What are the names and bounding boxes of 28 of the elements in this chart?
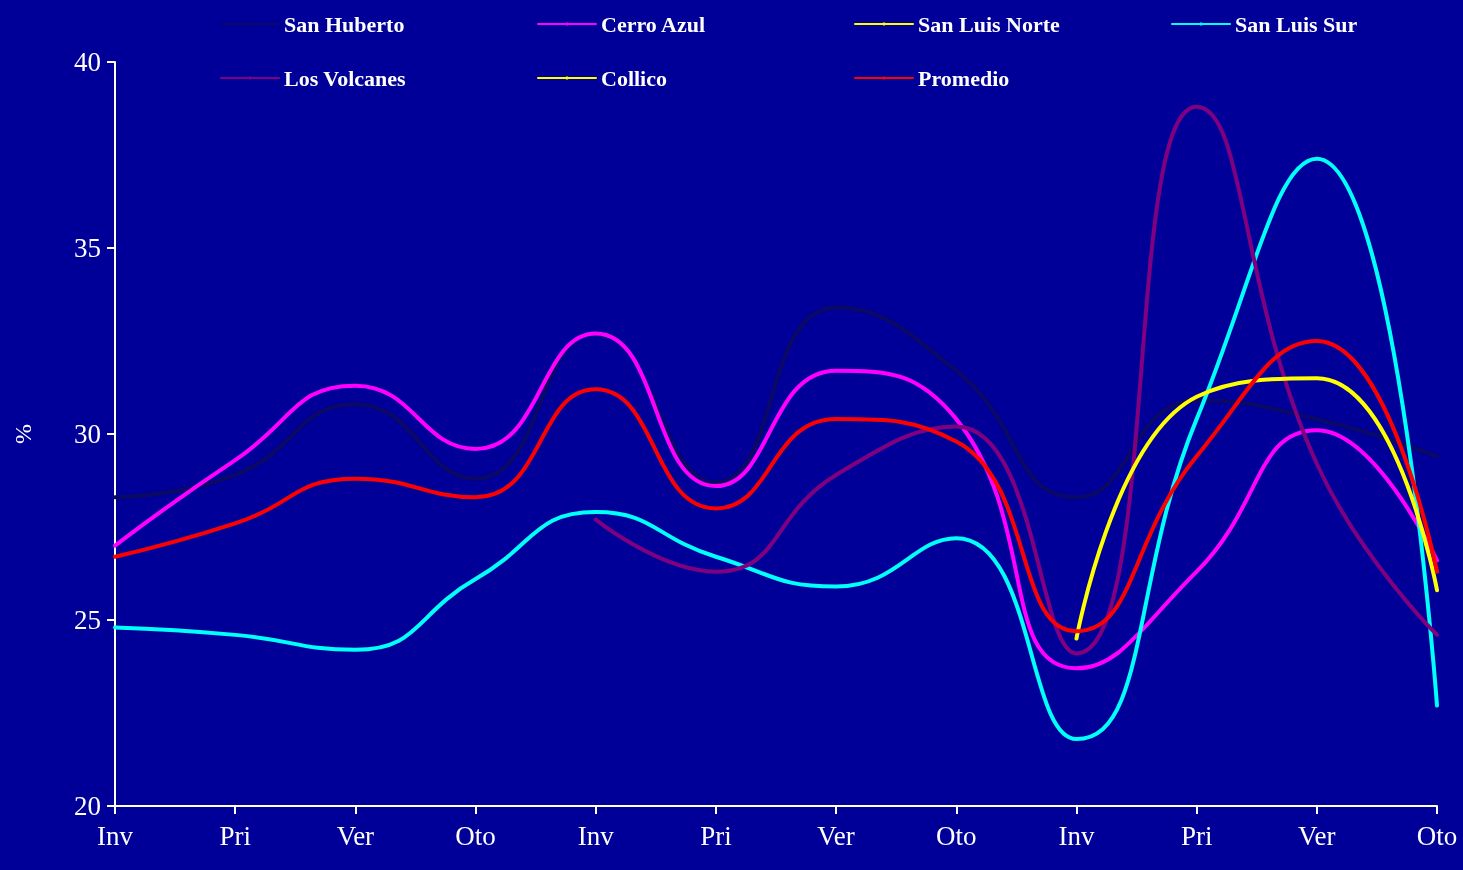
legend-label: San Luis Norte <box>918 11 1061 37</box>
legend-label: Promedio <box>918 65 1010 91</box>
legend-label: Collico <box>601 65 667 91</box>
legend-label: Cerro Azul <box>601 11 706 37</box>
line-series <box>113 156 1439 742</box>
x-tick-label: Ver <box>817 820 855 851</box>
legend-label: San Luis Sur <box>1235 11 1358 37</box>
y-tick-label: 20 <box>74 791 101 821</box>
line-series <box>593 104 1439 656</box>
y-tick-label: 30 <box>74 419 101 449</box>
x-tick-label: Pri <box>1180 820 1213 851</box>
x-tick-label: Pri <box>219 820 251 851</box>
x-tick-label: Pri <box>700 820 732 851</box>
legend-label: San Huberto <box>284 11 405 37</box>
y-axis-title: % <box>10 424 36 444</box>
y-tick-label: 35 <box>74 233 101 263</box>
y-tick-label: 40 <box>74 47 101 77</box>
line-series <box>1074 376 1439 641</box>
legend-label: Los Volcanes <box>284 65 407 91</box>
x-tick-label: Inv <box>577 820 615 851</box>
x-tick-label: Oto <box>936 820 977 851</box>
x-tick-label: Ver <box>1298 820 1336 851</box>
y-tick-label: 25 <box>74 605 101 635</box>
x-tick-label: Inv <box>1058 820 1095 851</box>
x-tick-label: Ver <box>336 820 375 851</box>
x-tick-label: Inv <box>97 820 134 851</box>
x-tick-label: Oto <box>455 820 496 851</box>
x-tick-label: Oto <box>1416 820 1458 851</box>
